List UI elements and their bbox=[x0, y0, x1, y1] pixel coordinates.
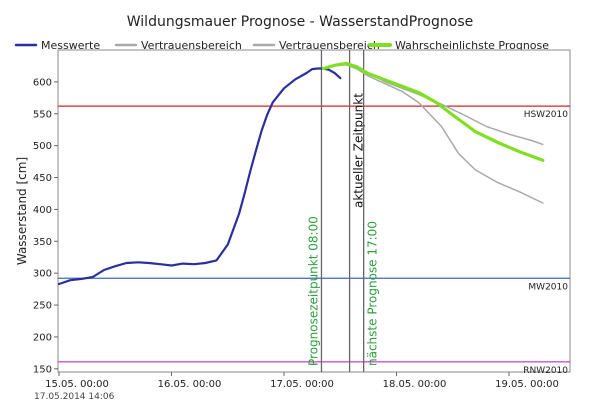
series-lines bbox=[57, 61, 545, 286]
y-tick-label: 450 bbox=[33, 173, 52, 184]
x-tick-label: 18.05. 00:00 bbox=[383, 379, 447, 390]
y-tick-label: 400 bbox=[33, 205, 52, 216]
chart-legend: Messwerte Vertrauensbereich Vertrauensbere… bbox=[14, 39, 549, 52]
y-tick-label: 550 bbox=[33, 109, 52, 120]
reference-line-label: RNW2010 bbox=[523, 366, 568, 376]
x-tick-label: 17.05. 00:00 bbox=[270, 379, 334, 390]
x-tick-label: 15.05. 00:00 bbox=[45, 379, 109, 390]
y-axis-ticks: 150 200 250 300 350 400 450 500 550 600 bbox=[33, 77, 58, 375]
legend-label: Vertrauensbereich bbox=[141, 39, 242, 52]
reference-line-label: MW2010 bbox=[528, 282, 568, 292]
timestamp-footer: 17.05.2014 14:06 bbox=[34, 392, 115, 402]
chart-title: Wildungsmauer Prognose - WasserstandProg… bbox=[127, 14, 473, 30]
y-tick-label: 600 bbox=[33, 77, 52, 88]
x-tick-label: 19.05. 00:00 bbox=[495, 379, 559, 390]
plot-area bbox=[57, 49, 571, 373]
y-tick-label: 300 bbox=[33, 269, 52, 280]
x-tick-label: 16.05. 00:00 bbox=[158, 379, 222, 390]
vertical-marker-label: aktueller Zeitpunkt bbox=[352, 93, 366, 208]
legend-label: Vertrauensbereich bbox=[279, 39, 380, 52]
vertical-marker-label: nächste Prognose 17:00 bbox=[366, 221, 380, 366]
vertical-markers: Prognosezeitpunkt 08:00 aktueller Zeitpun… bbox=[306, 50, 380, 372]
legend-label: Wahrscheinlichste Prognose bbox=[395, 39, 549, 52]
legend-label: Messwerte bbox=[41, 39, 100, 52]
reference-lines: HSW2010 MW2010 RNW2010 bbox=[58, 105, 570, 376]
y-tick-label: 200 bbox=[33, 332, 52, 343]
x-axis-ticks: 15.05. 00:00 16.05. 00:00 17.05. 00:00 18.0… bbox=[45, 372, 559, 390]
y-tick-label: 150 bbox=[33, 364, 52, 375]
y-tick-label: 500 bbox=[33, 141, 52, 152]
series-line bbox=[57, 67, 342, 286]
y-tick-label: 250 bbox=[33, 301, 52, 312]
y-axis-label: Wasserstand [cm] bbox=[15, 157, 29, 265]
vertical-marker-label: Prognosezeitpunkt 08:00 bbox=[306, 216, 320, 366]
reference-line-label: HSW2010 bbox=[524, 110, 569, 120]
series-line bbox=[321, 61, 545, 162]
y-tick-label: 350 bbox=[33, 237, 52, 248]
